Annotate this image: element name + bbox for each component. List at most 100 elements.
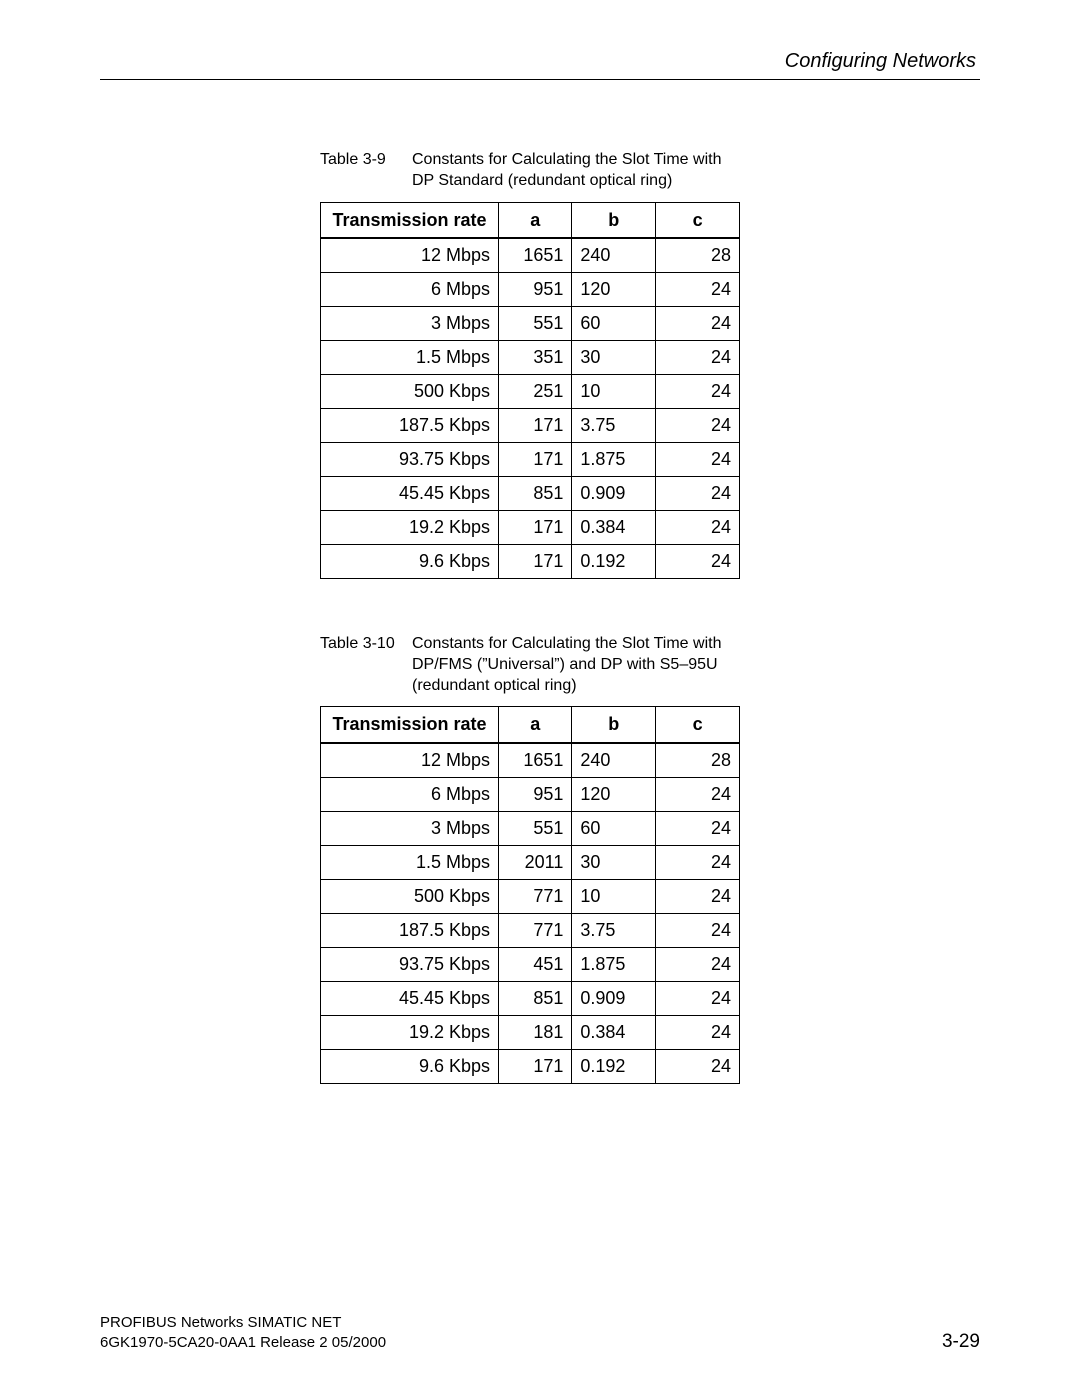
cell-rate: 1.5 Mbps xyxy=(321,845,499,879)
cell-a: 171 xyxy=(499,545,572,579)
cell-rate: 12 Mbps xyxy=(321,238,499,273)
cell-b: 3.75 xyxy=(572,913,656,947)
table-row: 1.5 Mbps 351 30 24 xyxy=(321,341,740,375)
col-a: a xyxy=(499,707,572,743)
table-row: 187.5 Kbps 171 3.75 24 xyxy=(321,409,740,443)
cell-b: 120 xyxy=(572,273,656,307)
table-body: 12 Mbps 1651 240 28 6 Mbps 951 120 24 3 … xyxy=(321,238,740,579)
table-label: Table 3-10 xyxy=(320,634,412,696)
document-page: Configuring Networks Table 3-9 Constants… xyxy=(0,0,1080,1397)
cell-b: 60 xyxy=(572,811,656,845)
cell-b: 60 xyxy=(572,307,656,341)
footer-line-1: PROFIBUS Networks SIMATIC NET xyxy=(100,1313,386,1333)
page-footer: PROFIBUS Networks SIMATIC NET 6GK1970-5C… xyxy=(100,1313,980,1354)
cell-a: 851 xyxy=(499,477,572,511)
cell-b: 0.909 xyxy=(572,477,656,511)
cell-rate: 500 Kbps xyxy=(321,879,499,913)
cell-rate: 3 Mbps xyxy=(321,811,499,845)
cell-a: 171 xyxy=(499,1049,572,1083)
footer-doc-info: PROFIBUS Networks SIMATIC NET 6GK1970-5C… xyxy=(100,1313,386,1354)
cell-b: 1.875 xyxy=(572,947,656,981)
cell-rate: 187.5 Kbps xyxy=(321,913,499,947)
col-rate: Transmission rate xyxy=(321,707,499,743)
cell-c: 28 xyxy=(656,238,740,273)
cell-a: 771 xyxy=(499,913,572,947)
cell-b: 10 xyxy=(572,375,656,409)
col-b: b xyxy=(572,707,656,743)
cell-c: 24 xyxy=(656,273,740,307)
cell-c: 24 xyxy=(656,1015,740,1049)
table-row: 6 Mbps 951 120 24 xyxy=(321,777,740,811)
cell-c: 24 xyxy=(656,913,740,947)
cell-a: 171 xyxy=(499,511,572,545)
table-label: Table 3-9 xyxy=(320,150,412,192)
table-caption-text: Constants for Calculating the Slot Time … xyxy=(412,634,740,696)
page-number: 3-29 xyxy=(942,1331,980,1353)
table-row: 500 Kbps 251 10 24 xyxy=(321,375,740,409)
cell-c: 24 xyxy=(656,511,740,545)
cell-b: 240 xyxy=(572,238,656,273)
table-block-3-9: Table 3-9 Constants for Calculating the … xyxy=(320,150,740,579)
cell-c: 24 xyxy=(656,477,740,511)
cell-c: 24 xyxy=(656,409,740,443)
col-c: c xyxy=(656,707,740,743)
table-row: 500 Kbps 771 10 24 xyxy=(321,879,740,913)
col-c: c xyxy=(656,202,740,238)
cell-c: 24 xyxy=(656,879,740,913)
cell-rate: 12 Mbps xyxy=(321,743,499,778)
cell-rate: 45.45 Kbps xyxy=(321,477,499,511)
footer-line-2: 6GK1970-5CA20-0AA1 Release 2 05/2000 xyxy=(100,1333,386,1353)
col-a: a xyxy=(499,202,572,238)
cell-rate: 1.5 Mbps xyxy=(321,341,499,375)
cell-b: 1.875 xyxy=(572,443,656,477)
cell-rate: 19.2 Kbps xyxy=(321,511,499,545)
cell-c: 24 xyxy=(656,443,740,477)
table-row: 3 Mbps 551 60 24 xyxy=(321,307,740,341)
constants-table-3-9: Transmission rate a b c 12 Mbps 1651 240… xyxy=(320,202,740,580)
cell-rate: 6 Mbps xyxy=(321,777,499,811)
cell-c: 24 xyxy=(656,375,740,409)
cell-c: 24 xyxy=(656,811,740,845)
col-rate: Transmission rate xyxy=(321,202,499,238)
cell-a: 1651 xyxy=(499,743,572,778)
table-row: 19.2 Kbps 171 0.384 24 xyxy=(321,511,740,545)
cell-c: 24 xyxy=(656,1049,740,1083)
cell-c: 24 xyxy=(656,981,740,1015)
cell-b: 0.192 xyxy=(572,1049,656,1083)
table-caption: Table 3-10 Constants for Calculating the… xyxy=(320,634,740,696)
cell-rate: 93.75 Kbps xyxy=(321,443,499,477)
cell-b: 120 xyxy=(572,777,656,811)
table-block-3-10: Table 3-10 Constants for Calculating the… xyxy=(320,634,740,1084)
table-caption: Table 3-9 Constants for Calculating the … xyxy=(320,150,740,192)
section-title: Configuring Networks xyxy=(100,50,980,73)
cell-a: 1651 xyxy=(499,238,572,273)
cell-a: 951 xyxy=(499,777,572,811)
cell-a: 771 xyxy=(499,879,572,913)
cell-c: 24 xyxy=(656,545,740,579)
cell-rate: 9.6 Kbps xyxy=(321,545,499,579)
col-b: b xyxy=(572,202,656,238)
table-row: 12 Mbps 1651 240 28 xyxy=(321,238,740,273)
table-row: 1.5 Mbps 2011 30 24 xyxy=(321,845,740,879)
cell-c: 24 xyxy=(656,845,740,879)
table-row: 45.45 Kbps 851 0.909 24 xyxy=(321,981,740,1015)
cell-a: 451 xyxy=(499,947,572,981)
table-row: 187.5 Kbps 771 3.75 24 xyxy=(321,913,740,947)
cell-b: 0.192 xyxy=(572,545,656,579)
cell-rate: 93.75 Kbps xyxy=(321,947,499,981)
cell-b: 0.384 xyxy=(572,1015,656,1049)
cell-b: 0.384 xyxy=(572,511,656,545)
cell-a: 171 xyxy=(499,443,572,477)
cell-b: 3.75 xyxy=(572,409,656,443)
table-row: 93.75 Kbps 451 1.875 24 xyxy=(321,947,740,981)
table-header-row: Transmission rate a b c xyxy=(321,202,740,238)
table-row: 6 Mbps 951 120 24 xyxy=(321,273,740,307)
cell-b: 240 xyxy=(572,743,656,778)
cell-a: 251 xyxy=(499,375,572,409)
table-header-row: Transmission rate a b c xyxy=(321,707,740,743)
cell-a: 2011 xyxy=(499,845,572,879)
cell-rate: 9.6 Kbps xyxy=(321,1049,499,1083)
cell-c: 24 xyxy=(656,307,740,341)
cell-rate: 19.2 Kbps xyxy=(321,1015,499,1049)
cell-rate: 187.5 Kbps xyxy=(321,409,499,443)
